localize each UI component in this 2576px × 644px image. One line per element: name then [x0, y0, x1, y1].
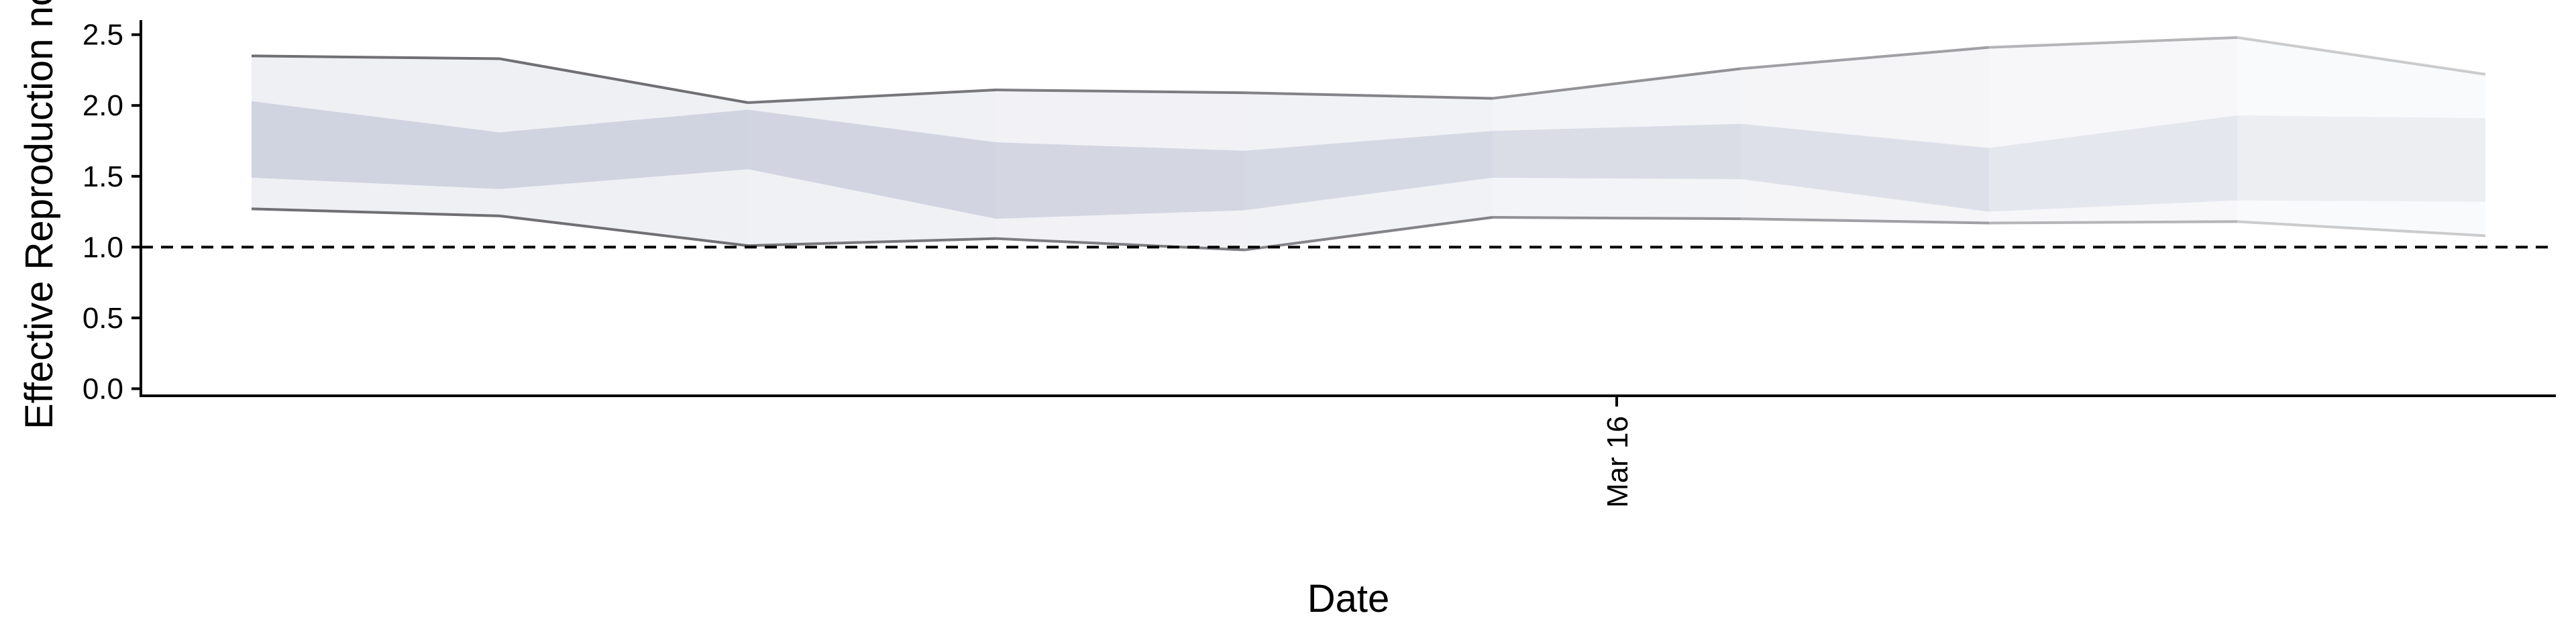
x-axis-ticks: Mar 16 — [1601, 396, 1634, 508]
x-tick-label: Mar 16 — [1601, 416, 1634, 508]
upper-bound-segment — [996, 89, 1245, 95]
inner-band-segment — [1989, 115, 2237, 212]
inner-band-segment — [996, 142, 1244, 219]
y-tick-label: 2.5 — [83, 19, 123, 52]
upper-bound-segment — [2237, 36, 2486, 76]
outer-band-segment — [996, 90, 1244, 250]
upper-bound-segment — [499, 57, 749, 104]
inner-band-segment — [1493, 123, 1741, 179]
y-tick-label: 0.0 — [83, 372, 123, 405]
inner-band-segment — [1741, 123, 1989, 212]
x-axis-title: Date — [1307, 577, 1390, 621]
inner-band-segment — [500, 109, 748, 189]
lower-bound-segment — [747, 237, 997, 248]
upper-bound-segment — [1740, 46, 1990, 70]
upper-bound-segment — [251, 54, 500, 60]
inner-band-segment — [1244, 131, 1493, 211]
outer-band-segment — [2237, 37, 2485, 236]
lower-bound-segment — [1492, 216, 1741, 221]
inner-band-segment — [2237, 115, 2485, 202]
y-axis-title: Effective Reproduction no. — [17, 0, 61, 429]
upper-bound-segment — [747, 89, 997, 104]
inner-band-segment — [252, 101, 500, 189]
lower-bound-segment — [251, 207, 500, 217]
lower-bound-segment — [499, 214, 749, 248]
y-tick-label: 1.0 — [83, 231, 123, 264]
y-tick-label: 2.0 — [83, 89, 123, 122]
outer-band-segment — [1493, 68, 1741, 219]
bound-lines — [251, 36, 2486, 252]
y-tick-label: 0.5 — [83, 302, 123, 335]
outer-band-segment — [1244, 93, 1493, 250]
lower-bound-segment — [1740, 217, 1990, 225]
upper-bound-segment — [1244, 91, 1493, 100]
inner-band-segment — [748, 109, 996, 219]
lower-bound-segment — [996, 237, 1245, 252]
upper-bound-segment — [1988, 36, 2238, 49]
outer-band-segment — [1741, 47, 1989, 223]
y-tick-label: 1.5 — [83, 160, 123, 193]
lower-bound-segment — [2237, 220, 2486, 237]
lower-bound-segment — [1988, 220, 2238, 225]
y-axis-ticks: 0.0 0.5 1.0 1.5 2.0 2.5 — [83, 19, 141, 405]
upper-bound-segment — [1492, 67, 1741, 100]
lower-bound-segment — [1244, 216, 1493, 252]
outer-band-segment — [1989, 37, 2237, 223]
interval-bands — [252, 37, 2485, 250]
